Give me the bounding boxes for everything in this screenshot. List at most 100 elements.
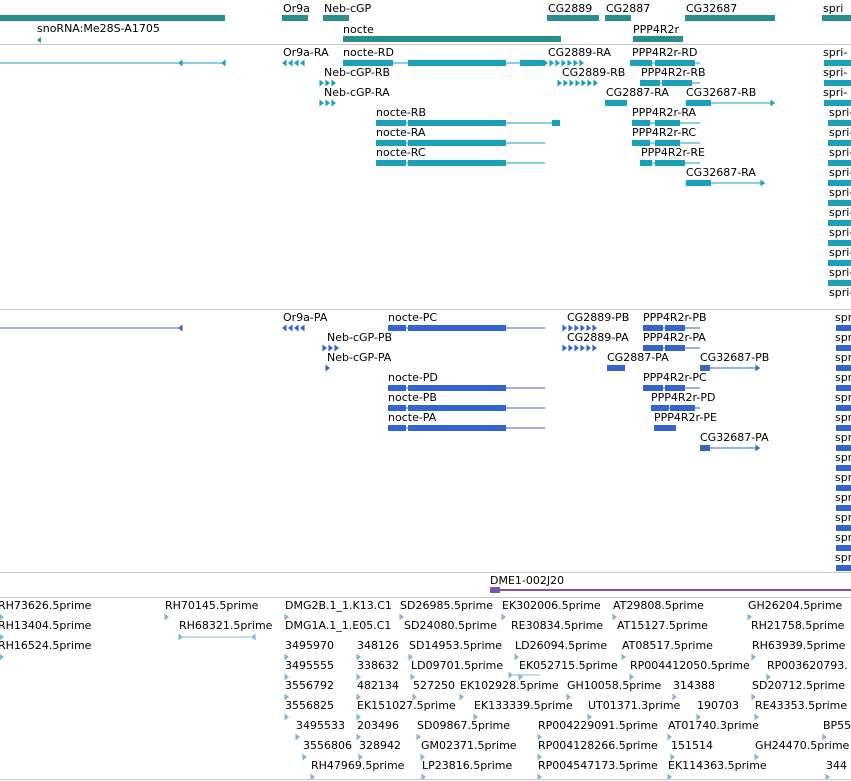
clone-label[interactable]: DMG1A.1_1.E05.C1 bbox=[285, 619, 392, 632]
protein-label[interactable]: spri bbox=[835, 371, 851, 384]
transcript-label[interactable]: Neb-cGP-RA bbox=[324, 86, 390, 99]
protein-label[interactable]: nocte-PC bbox=[388, 311, 438, 324]
gene-label[interactable]: snoRNA:Me28S-A1705 bbox=[37, 22, 160, 35]
clone-label[interactable]: 348126 bbox=[357, 639, 399, 652]
gene-label[interactable]: CG2889 bbox=[548, 2, 593, 15]
transcript-label[interactable]: spri- bbox=[829, 286, 851, 299]
clone-label[interactable]: RP003620793. bbox=[767, 659, 848, 672]
transcript-label[interactable]: PPP4R2r-RE bbox=[641, 146, 705, 159]
clone-label[interactable]: 314388 bbox=[673, 679, 715, 692]
transcript-label[interactable]: Neb-cGP-RB bbox=[324, 66, 391, 79]
clone-label[interactable]: 338632 bbox=[357, 659, 399, 672]
protein-label[interactable]: CG2887-PA bbox=[607, 351, 669, 364]
clone-label[interactable]: 3495533 bbox=[296, 719, 345, 732]
clone-label[interactable]: RH13404.5prime bbox=[0, 619, 92, 632]
clone-label[interactable]: LD26094.5prime bbox=[515, 639, 608, 652]
transcript-label[interactable]: nocte-RC bbox=[376, 146, 426, 159]
contig-label[interactable]: DME1-002J20 bbox=[490, 574, 565, 587]
protein-label[interactable]: Or9a-PA bbox=[283, 311, 328, 324]
transcript-label[interactable]: spri- bbox=[829, 246, 851, 259]
transcript-label[interactable]: spri- bbox=[829, 186, 851, 199]
transcript-label[interactable]: Or9a-RA bbox=[283, 46, 329, 59]
clone-label[interactable]: 3556806 bbox=[303, 739, 352, 752]
gene-label[interactable]: spri bbox=[823, 2, 844, 15]
transcript-label[interactable]: spri- bbox=[829, 206, 851, 219]
protein-label[interactable]: CG2889-PA bbox=[567, 331, 629, 344]
protein-label[interactable]: spri bbox=[835, 351, 851, 364]
clone-label[interactable]: GM02371.5prime bbox=[421, 739, 517, 752]
clone-label[interactable]: BP55 bbox=[823, 719, 851, 732]
protein-label[interactable]: CG2889-PB bbox=[567, 311, 630, 324]
clone-label[interactable]: LP23816.5prime bbox=[422, 759, 513, 772]
clone-label[interactable]: 203496 bbox=[357, 719, 399, 732]
transcript-label[interactable]: PPP4R2r-RA bbox=[632, 106, 697, 119]
transcript-label[interactable]: CG2887-RA bbox=[606, 86, 669, 99]
transcript-label[interactable]: CG2889-RA bbox=[548, 46, 611, 59]
clone-label[interactable]: 482134 bbox=[357, 679, 399, 692]
clone-label[interactable]: RP004128266.5prime bbox=[538, 739, 658, 752]
clone-label[interactable]: EK102928.5prime bbox=[460, 679, 559, 692]
protein-label[interactable]: spri bbox=[835, 391, 851, 404]
transcript-label[interactable]: spri- bbox=[829, 266, 851, 279]
clone-label[interactable]: EK114363.5prime bbox=[668, 759, 767, 772]
transcript-label[interactable]: spri- bbox=[829, 146, 851, 159]
protein-label[interactable]: PPP4R2r-PA bbox=[643, 331, 706, 344]
protein-label[interactable]: spri bbox=[835, 311, 851, 324]
transcript-label[interactable]: nocte-RA bbox=[376, 126, 426, 139]
clone-label[interactable]: RH47969.5prime bbox=[311, 759, 405, 772]
clone-label[interactable]: 344 bbox=[826, 759, 847, 772]
clone-label[interactable]: EK133339.5prime bbox=[474, 699, 573, 712]
clone-label[interactable]: UT01371.3prime bbox=[588, 699, 681, 712]
protein-label[interactable]: PPP4R2r-PB bbox=[643, 311, 707, 324]
clone-label[interactable]: LD09701.5prime bbox=[411, 659, 504, 672]
clone-label[interactable]: EK151027.5prime bbox=[357, 699, 456, 712]
clone-label[interactable]: RP004412050.5prime bbox=[630, 659, 750, 672]
protein-label[interactable]: PPP4R2r-PD bbox=[651, 391, 716, 404]
clone-label[interactable]: SD24080.5prime bbox=[404, 619, 497, 632]
clone-label[interactable]: SD09867.5prime bbox=[417, 719, 510, 732]
gene-label[interactable]: PPP4R2r bbox=[633, 23, 680, 36]
clone-label[interactable]: AT08517.5prime bbox=[622, 639, 713, 652]
clone-label[interactable]: RH16524.5prime bbox=[0, 639, 92, 652]
clone-label[interactable]: GH10058.5prime bbox=[567, 679, 662, 692]
clone-label[interactable]: RP004547173.5prime bbox=[538, 759, 658, 772]
transcript-label[interactable]: PPP4R2r-RB bbox=[641, 66, 706, 79]
clone-label[interactable]: EK052715.5prime bbox=[519, 659, 618, 672]
transcript-label[interactable]: spri- bbox=[829, 166, 851, 179]
protein-label[interactable]: nocte-PA bbox=[388, 411, 437, 424]
clone-label[interactable]: RE43353.5prime bbox=[755, 699, 848, 712]
clone-label[interactable]: EK302006.5prime bbox=[502, 599, 601, 612]
transcript-label[interactable]: spri- bbox=[823, 66, 848, 79]
transcript-label[interactable]: nocte-RD bbox=[343, 46, 394, 59]
clone-label[interactable]: 151514 bbox=[671, 739, 713, 752]
transcript-label[interactable]: spri- bbox=[829, 106, 851, 119]
protein-label[interactable]: spri bbox=[835, 531, 851, 544]
clone-label[interactable]: GH26204.5prime bbox=[748, 599, 843, 612]
clone-label[interactable]: 3495555 bbox=[285, 659, 334, 672]
clone-label[interactable]: RH68321.5prime bbox=[179, 619, 273, 632]
gene-label[interactable]: Or9a bbox=[283, 2, 310, 15]
clone-label[interactable]: 3495970 bbox=[285, 639, 334, 652]
clone-label[interactable]: 328942 bbox=[359, 739, 401, 752]
clone-label[interactable]: SD14953.5prime bbox=[409, 639, 502, 652]
transcript-label[interactable]: PPP4R2r-RC bbox=[632, 126, 697, 139]
protein-label[interactable]: spri bbox=[835, 451, 851, 464]
protein-label[interactable]: Neb-cGP-PB bbox=[327, 331, 393, 344]
protein-label[interactable]: nocte-PD bbox=[388, 371, 438, 384]
transcript-label[interactable]: CG32687-RB bbox=[686, 86, 757, 99]
protein-label[interactable]: spri bbox=[835, 551, 851, 564]
clone-label[interactable]: SD20712.5prime bbox=[752, 679, 845, 692]
clone-label[interactable]: 190703 bbox=[697, 699, 739, 712]
clone-label[interactable]: 527250 bbox=[413, 679, 455, 692]
clone-label[interactable]: RH63939.5prime bbox=[752, 639, 846, 652]
gene-label[interactable]: CG2887 bbox=[606, 2, 651, 15]
protein-label[interactable]: spri bbox=[835, 411, 851, 424]
clone-label[interactable]: GH24470.5prime bbox=[755, 739, 850, 752]
clone-label[interactable]: 3556825 bbox=[285, 699, 334, 712]
clone-label[interactable]: RH70145.5prime bbox=[165, 599, 259, 612]
protein-label[interactable]: nocte-PB bbox=[388, 391, 437, 404]
transcript-label[interactable]: PPP4R2r-RD bbox=[632, 46, 698, 59]
clone-label[interactable]: AT01740.3prime bbox=[668, 719, 759, 732]
clone-label[interactable]: 3556792 bbox=[285, 679, 334, 692]
protein-label[interactable]: spri bbox=[835, 511, 851, 524]
